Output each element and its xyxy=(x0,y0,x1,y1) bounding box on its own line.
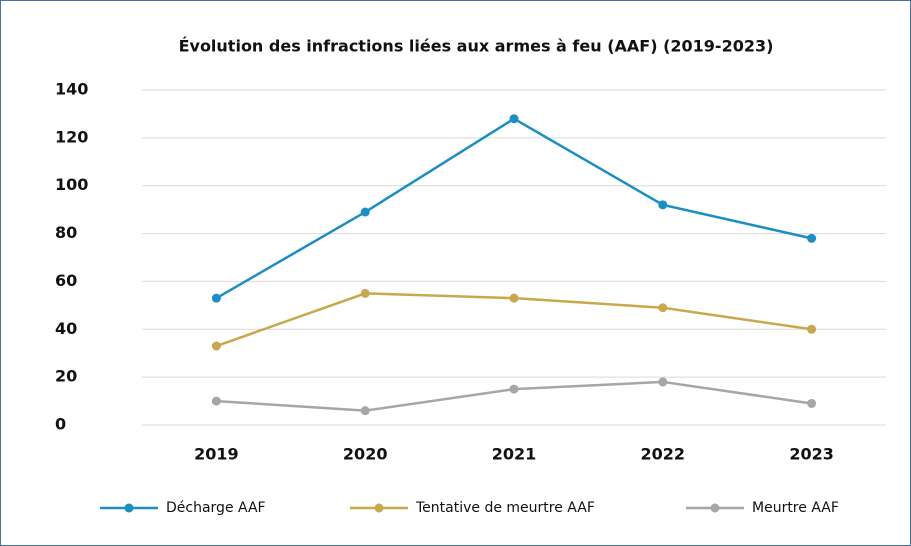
x-tick-label: 2021 xyxy=(492,445,537,464)
legend-marker xyxy=(374,503,384,513)
data-point xyxy=(807,233,817,243)
data-point xyxy=(360,288,370,298)
y-tick-label: 20 xyxy=(55,367,77,386)
y-tick-label: 140 xyxy=(55,80,88,99)
data-point xyxy=(509,293,519,303)
legend-label: Tentative de meurtre AAF xyxy=(415,500,595,516)
y-tick-label: 60 xyxy=(55,271,77,290)
y-tick-label: 0 xyxy=(55,415,66,434)
y-tick-label: 120 xyxy=(55,127,88,146)
data-point xyxy=(211,341,221,351)
x-tick-label: 2022 xyxy=(641,445,686,464)
data-point xyxy=(658,200,668,210)
data-point xyxy=(658,377,668,387)
legend-label: Décharge AAF xyxy=(166,500,266,516)
y-tick-label: 100 xyxy=(55,175,88,194)
chart-title: Évolution des infractions liées aux arme… xyxy=(179,37,774,56)
data-point xyxy=(807,398,817,408)
x-tick-label: 2019 xyxy=(194,445,239,464)
data-point xyxy=(360,207,370,217)
legend-marker xyxy=(124,503,134,513)
data-point xyxy=(211,396,221,406)
x-tick-label: 2020 xyxy=(343,445,388,464)
data-point xyxy=(658,303,668,313)
legend-label: Meurtre AAF xyxy=(752,500,839,516)
data-point xyxy=(509,384,519,394)
x-tick-label: 2023 xyxy=(789,445,834,464)
data-point xyxy=(360,406,370,416)
legend-marker xyxy=(710,503,720,513)
data-point xyxy=(211,293,221,303)
y-tick-label: 80 xyxy=(55,223,77,242)
data-point xyxy=(807,324,817,334)
y-tick-label: 40 xyxy=(55,319,77,338)
data-point xyxy=(509,114,519,124)
